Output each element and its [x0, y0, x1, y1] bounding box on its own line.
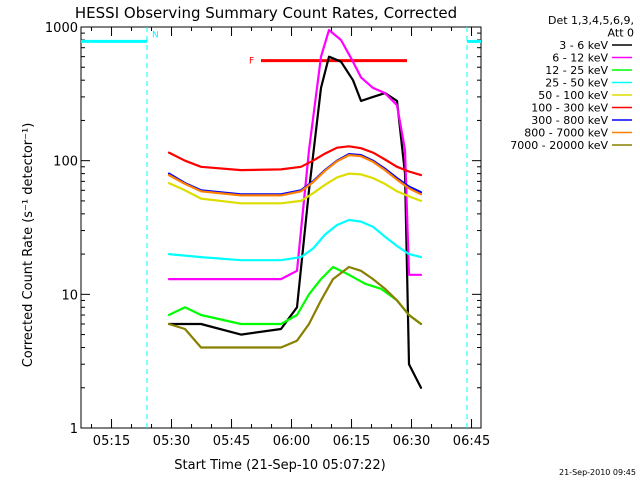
y-tick-label: 1000: [45, 21, 78, 36]
series-line-8: [167, 154, 423, 197]
annotation-label: F: [249, 57, 254, 67]
plot-frame: [80, 26, 482, 429]
legend-entry-label: 50 - 100 keV: [538, 89, 608, 102]
x-axis-label: Start Time (21-Sep-10 05:07:22): [174, 458, 385, 473]
legend-header: Att 0: [608, 27, 634, 40]
legend-entry-label: 12 - 25 keV: [545, 64, 608, 77]
legend-header: Det 1,3,4,5,6,9,: [548, 14, 634, 27]
legend-entry-label: 7000 - 20000 keV: [510, 139, 608, 152]
x-tick-label: 06:00: [273, 434, 310, 449]
y-tick-label: 1: [70, 422, 78, 437]
legend-entry-label: 25 - 50 keV: [545, 77, 608, 90]
chart-title: HESSI Observing Summary Count Rates, Cor…: [75, 4, 457, 22]
footer-timestamp: 21-Sep-2010 09:45: [559, 468, 636, 477]
series-line-1: [167, 55, 423, 389]
y-tick-label: 10: [61, 288, 78, 303]
series-line-2: [167, 28, 423, 281]
x-tick-label: 05:30: [153, 434, 190, 449]
series-line-5: [167, 172, 423, 205]
legend-entry-label: 3 - 6 keV: [559, 39, 608, 52]
series-line-6: [167, 145, 423, 177]
legend-entry-label: 100 - 300 keV: [531, 102, 608, 115]
y-tick-label: 100: [53, 155, 78, 170]
series-line-7: [167, 153, 423, 196]
x-tick-label: 05:15: [93, 434, 130, 449]
series-line-9: [167, 265, 423, 349]
x-tick-label: 06:30: [393, 434, 430, 449]
series-line-4: [167, 218, 423, 262]
legend-entry-label: 6 - 12 keV: [552, 52, 608, 65]
x-tick-label: 05:45: [213, 434, 250, 449]
legend-entry-label: 300 - 800 keV: [531, 114, 608, 127]
x-tick-label: 06:45: [453, 434, 490, 449]
annotation-label: N: [152, 30, 159, 40]
x-tick-label: 06:15: [333, 434, 370, 449]
legend-entry-label: 800 - 7000 keV: [524, 127, 608, 140]
y-axis-label: Corrected Count Rate (s⁻¹ detector⁻¹): [21, 123, 36, 368]
series-line-3: [167, 265, 423, 326]
